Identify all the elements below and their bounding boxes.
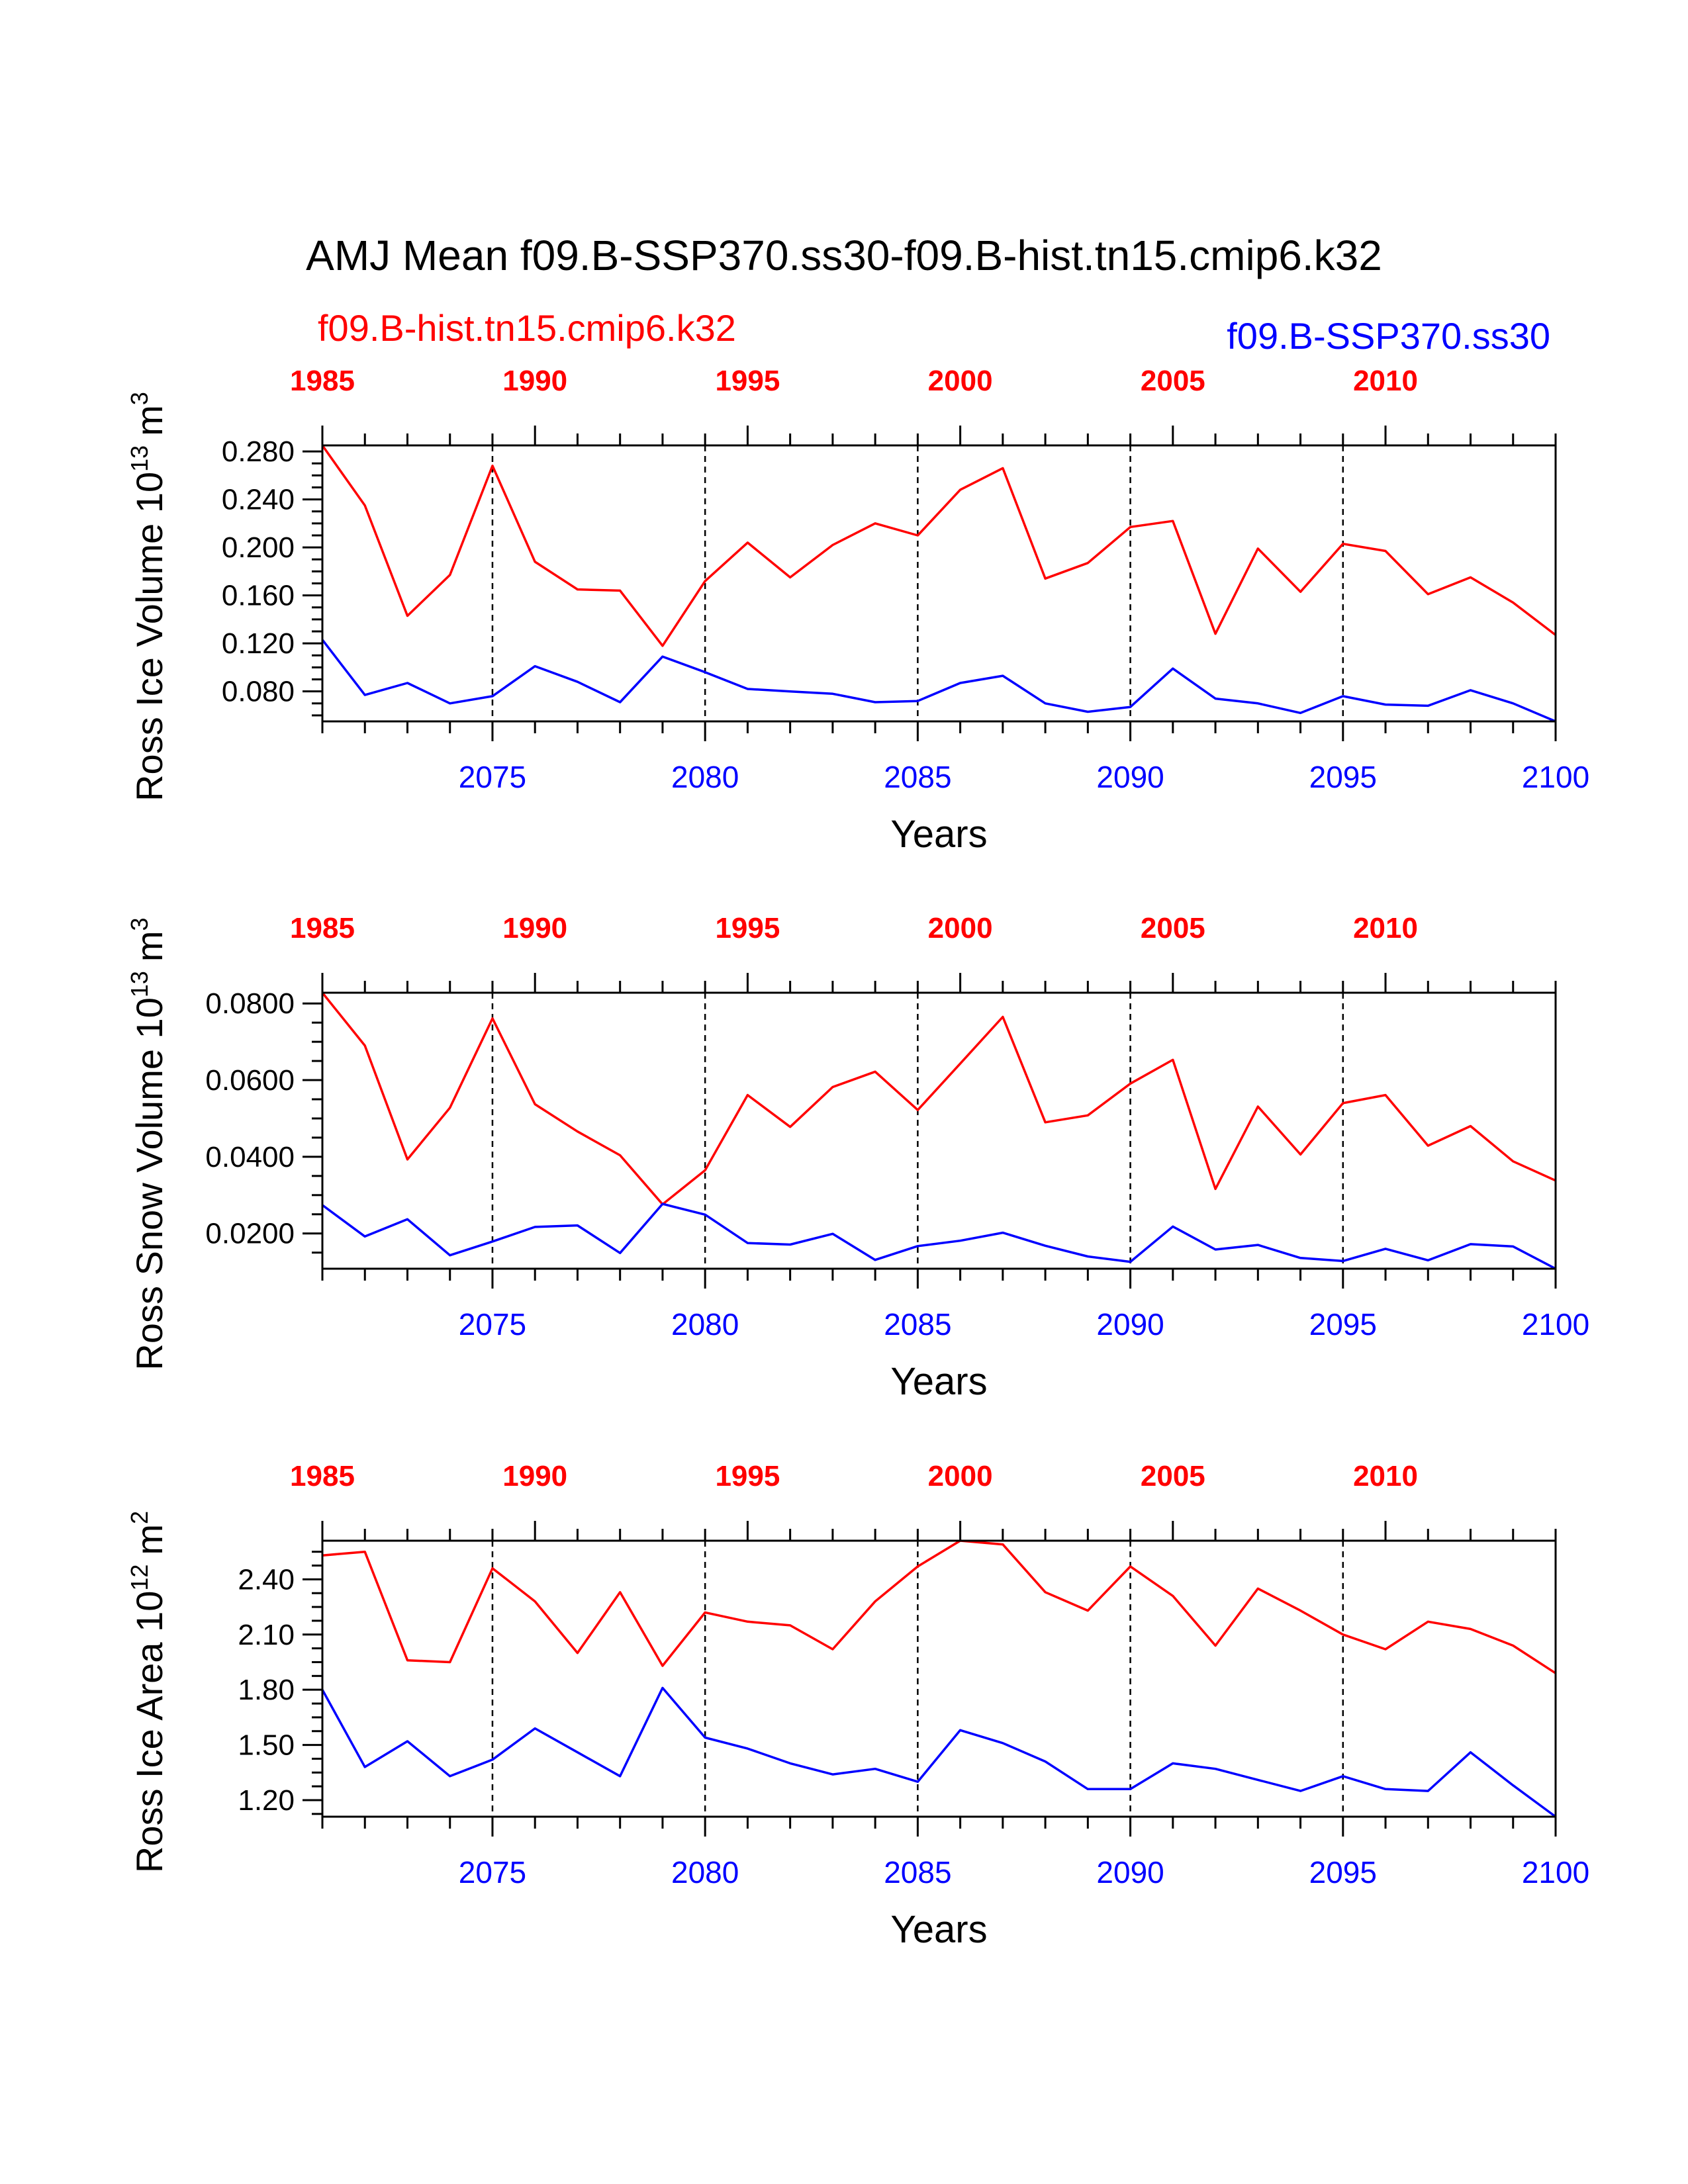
hist-series-line xyxy=(321,991,1556,1206)
y-axis-label: Ross Ice Area 1012 m2 xyxy=(126,1511,170,1873)
x-bottom-tick-label: 2085 xyxy=(884,1855,951,1889)
y-tick-label: 0.0400 xyxy=(205,1141,295,1173)
ssp-series-line xyxy=(321,1203,1556,1270)
y-tick-label: 0.0600 xyxy=(205,1064,295,1097)
plot-frame xyxy=(321,991,1557,1270)
x-top-tick-label: 2000 xyxy=(928,912,993,944)
y-axis-label-unit-exponent: 3 xyxy=(126,392,153,405)
x-axis-label: Years xyxy=(890,1360,987,1403)
x-bottom-tick-label: 2080 xyxy=(671,1855,739,1889)
x-bottom-tick-label: 2090 xyxy=(1096,1307,1164,1342)
y-tick-label: 0.120 xyxy=(222,627,295,660)
x-top-tick-label: 1990 xyxy=(502,912,567,944)
y-axis-label-unit: m xyxy=(128,931,170,962)
x-bottom-tick-label: 2080 xyxy=(671,1307,739,1342)
x-top-tick-label: 2000 xyxy=(928,1460,993,1492)
x-top-tick-label: 2000 xyxy=(928,365,993,397)
legend-ssp-label: f09.B-SSP370.ss30 xyxy=(1227,315,1550,357)
x-bottom-tick-label: 2100 xyxy=(1522,1307,1589,1342)
panel-1: 2075 2080 2085 2090 2095 2100 1985 1990 1995 2000… xyxy=(126,365,1589,856)
panels-group: 2075 2080 2085 2090 2095 2100 1985 1990 1995 2000… xyxy=(126,365,1589,1951)
x-axis-label: Years xyxy=(890,813,987,856)
y-axis-label-text: Ross Ice Volume 10 xyxy=(128,472,170,801)
figure-title: AMJ Mean f09.B-SSP370.ss30-f09.B-hist.tn… xyxy=(306,232,1382,279)
x-top-tick-label: 2010 xyxy=(1353,1460,1418,1492)
y-tick-label: 0.080 xyxy=(222,676,295,708)
y-axis-label: Ross Ice Volume 1013 m3 xyxy=(126,392,170,801)
y-tick-label: 2.40 xyxy=(238,1563,295,1596)
x-bottom-tick-label: 2075 xyxy=(459,1855,526,1889)
x-bottom-tick-label: 2095 xyxy=(1309,1307,1377,1342)
x-top-tick-label: 1985 xyxy=(290,365,355,397)
y-axis-label-text: Ross Ice Area 10 xyxy=(128,1591,170,1873)
x-top-tick-label: 2010 xyxy=(1353,912,1418,944)
x-bottom-tick-label: 2090 xyxy=(1096,1855,1164,1889)
y-axis-label-text: Ross Snow Volume 10 xyxy=(128,997,170,1370)
ssp-series-line xyxy=(321,1686,1557,1818)
x-top-tick-label: 1995 xyxy=(715,912,780,944)
y-tick-label: 2.10 xyxy=(238,1619,295,1651)
y-axis-label-unit-exponent: 3 xyxy=(126,917,153,931)
x-bottom-tick-label: 2090 xyxy=(1096,760,1164,794)
hist-series-line xyxy=(321,444,1557,647)
x-bottom-tick-label: 2085 xyxy=(884,760,951,794)
x-top-tick-label: 2005 xyxy=(1141,365,1205,397)
hist-series-line xyxy=(322,1539,1556,1674)
plot-frame xyxy=(321,1539,1557,1818)
y-tick-label: 0.200 xyxy=(222,531,295,564)
x-top-tick-label: 1995 xyxy=(715,1460,780,1492)
legend-hist-label: f09.B-hist.tn15.cmip6.k32 xyxy=(318,307,736,349)
ssp-series-line xyxy=(321,639,1556,723)
x-axis-label: Years xyxy=(890,1908,987,1951)
x-bottom-tick-label: 2085 xyxy=(884,1307,951,1342)
x-bottom-tick-label: 2100 xyxy=(1522,760,1589,794)
x-top-tick-label: 1990 xyxy=(502,365,567,397)
x-bottom-tick-label: 2080 xyxy=(671,760,739,794)
y-axis-label-exponent: 13 xyxy=(126,971,153,997)
y-tick-label: 1.80 xyxy=(238,1674,295,1706)
x-top-tick-label: 2005 xyxy=(1141,1460,1205,1492)
y-tick-label: 0.240 xyxy=(222,484,295,516)
x-top-tick-label: 1990 xyxy=(502,1460,567,1492)
x-bottom-tick-label: 2100 xyxy=(1522,1855,1589,1889)
y-axis-label-unit: m xyxy=(128,1524,170,1555)
y-axis-label-exponent: 13 xyxy=(126,445,153,472)
x-top-tick-label: 2005 xyxy=(1141,912,1205,944)
x-bottom-tick-label: 2095 xyxy=(1309,1855,1377,1889)
y-tick-label: 0.280 xyxy=(222,435,295,468)
y-tick-label: 1.20 xyxy=(238,1784,295,1817)
y-axis-label: Ross Snow Volume 1013 m3 xyxy=(126,917,170,1370)
y-tick-label: 1.50 xyxy=(238,1729,295,1762)
x-bottom-tick-label: 2075 xyxy=(459,1307,526,1342)
x-bottom-tick-label: 2095 xyxy=(1309,760,1377,794)
panel-2: 2075 2080 2085 2090 2095 2100 1985 1990 1995 2000… xyxy=(126,912,1589,1403)
y-tick-label: 0.0800 xyxy=(205,987,295,1020)
x-bottom-tick-label: 2075 xyxy=(459,760,526,794)
y-axis-label-unit: m xyxy=(128,405,170,436)
y-axis-label-unit-exponent: 2 xyxy=(126,1511,153,1524)
x-top-tick-label: 2010 xyxy=(1353,365,1418,397)
x-top-tick-label: 1985 xyxy=(290,912,355,944)
y-tick-label: 0.0200 xyxy=(205,1218,295,1250)
y-axis-label-exponent: 12 xyxy=(126,1565,153,1591)
x-top-tick-label: 1995 xyxy=(715,365,780,397)
plot-frame xyxy=(321,444,1557,723)
panel-3: 2075 2080 2085 2090 2095 2100 1985 1990 1995 2000… xyxy=(126,1460,1589,1951)
y-tick-label: 0.160 xyxy=(222,580,295,612)
x-top-tick-label: 1985 xyxy=(290,1460,355,1492)
